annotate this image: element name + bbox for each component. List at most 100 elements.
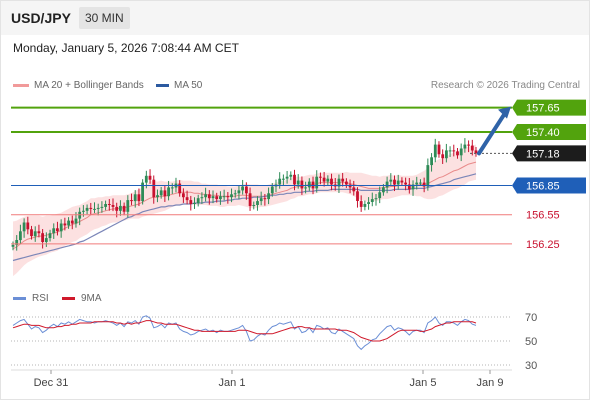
candle-body <box>63 223 67 226</box>
candle-body <box>263 198 267 200</box>
candle-body <box>456 151 459 156</box>
candle-body <box>248 193 252 206</box>
candle-body <box>100 206 104 208</box>
level-label-box <box>512 177 586 194</box>
candle-body <box>367 202 370 204</box>
projection-arrow-shaft <box>477 109 508 156</box>
ma50-line <box>12 173 477 262</box>
candle-body <box>178 183 182 194</box>
candle-body <box>452 150 456 152</box>
candle-body <box>89 207 93 209</box>
candle-body <box>474 150 478 154</box>
candle-body <box>445 150 448 159</box>
candlesticks <box>11 138 478 251</box>
candle-body <box>393 179 396 185</box>
candle-body <box>319 176 322 178</box>
candle-body <box>304 187 307 189</box>
legend-rsi: RSI <box>13 293 49 304</box>
candle-body <box>122 205 126 212</box>
candle-body <box>67 220 70 226</box>
candle-body <box>33 231 37 237</box>
candle-body <box>426 165 430 187</box>
candle-body <box>44 238 48 242</box>
candle-body <box>437 144 441 155</box>
candle-body <box>11 244 15 247</box>
candle-body <box>382 187 385 193</box>
x-tick-label: Dec 31 <box>34 377 69 389</box>
rsi-9ma-line <box>12 320 477 342</box>
candle-body <box>37 231 41 234</box>
candle-body <box>359 201 363 207</box>
candle-body <box>326 178 330 182</box>
x-axis: Dec 31 Jan 1 Jan 5 Jan 9 <box>11 369 512 389</box>
rsi-line <box>12 315 477 351</box>
rsi-tick-label: 30 <box>525 360 537 372</box>
candle-body <box>419 182 422 184</box>
candle-body <box>96 207 100 209</box>
candle-body <box>74 218 78 224</box>
candle-body <box>363 204 367 207</box>
rsi-tick-label: 50 <box>525 336 537 348</box>
candle-body <box>200 197 204 199</box>
candle-body <box>345 181 348 185</box>
projection-arrow <box>477 106 511 156</box>
candle-body <box>374 198 378 200</box>
candle-body <box>59 223 63 232</box>
candle-body <box>107 204 111 205</box>
symbol-title: USD/JPY <box>11 10 71 26</box>
candle-body <box>230 194 233 198</box>
candle-body <box>378 192 382 199</box>
candle-body <box>441 154 445 159</box>
level-label: 157.18 <box>526 148 560 160</box>
candle-body <box>82 210 85 212</box>
candle-body <box>448 150 452 152</box>
candle-body <box>252 205 256 206</box>
legend-ma50-label: MA 50 <box>174 80 203 91</box>
candle-body <box>459 148 463 156</box>
candle-body <box>337 178 341 187</box>
candle-body <box>467 144 470 146</box>
level-label-box <box>512 145 586 162</box>
candle-body <box>219 196 222 200</box>
level-label: 156.55 <box>526 210 560 222</box>
candle-body <box>278 178 282 185</box>
candle-body <box>15 240 19 245</box>
candle-body <box>211 196 215 199</box>
candle-body <box>70 220 74 224</box>
candle-body <box>26 222 30 230</box>
candle-body <box>215 196 219 200</box>
rsi-panel: 70 50 30 <box>11 312 537 372</box>
candle-body <box>119 205 122 211</box>
9ma-swatch <box>62 296 75 300</box>
candle-body <box>170 187 174 189</box>
level-label: 157.40 <box>526 127 560 139</box>
candle-body <box>222 196 226 198</box>
candle-body <box>330 178 333 185</box>
rsi-swatch <box>13 296 26 300</box>
candle-body <box>385 181 389 188</box>
candle-body <box>111 205 115 207</box>
candle-body <box>270 186 274 194</box>
timeframe-button[interactable]: 30 MIN <box>79 7 130 29</box>
candle-body <box>144 175 148 183</box>
candle-body <box>241 186 244 191</box>
candle-body <box>341 178 345 182</box>
candle-body <box>267 193 270 200</box>
candle-body <box>141 182 144 202</box>
candle-body <box>207 194 211 199</box>
candle-body <box>322 177 326 182</box>
candle-body <box>133 194 137 202</box>
candle-body <box>407 184 411 190</box>
candle-body <box>148 175 152 180</box>
candle-body <box>352 187 356 192</box>
candle-body <box>389 179 393 182</box>
candle-body <box>293 174 296 185</box>
candle-body <box>41 233 44 242</box>
legend-ma20-label: MA 20 + Bollinger Bands <box>34 80 144 91</box>
candle-body <box>204 194 207 198</box>
ma50-swatch <box>156 83 169 87</box>
level-label: 156.25 <box>526 239 560 251</box>
candle-body <box>315 176 319 189</box>
copyright-label: Research © 2026 Trading Central <box>430 80 580 91</box>
candle-body <box>404 182 407 185</box>
